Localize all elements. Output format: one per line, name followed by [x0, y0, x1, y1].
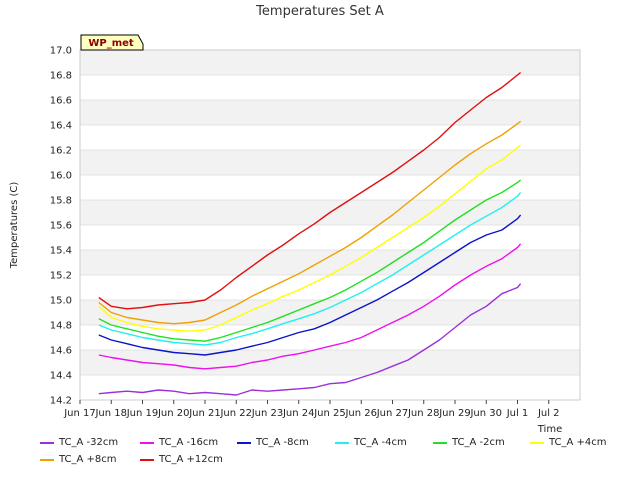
legend-item: TC_A -8cm	[237, 437, 309, 448]
chart-title: Temperatures Set A	[255, 4, 384, 19]
legend-item: TC_A -4cm	[335, 437, 407, 448]
legend-item: TC_A -2cm	[433, 437, 505, 448]
series-line	[98, 192, 522, 346]
plot-background-bands	[80, 50, 580, 400]
station-badge-label: WP_met	[88, 38, 134, 49]
y-tick-label: 16.2	[50, 146, 72, 157]
series-line	[98, 179, 522, 342]
y-tick-label: 16.0	[50, 171, 72, 182]
plot-band	[80, 225, 580, 250]
plot-band	[80, 125, 580, 150]
series-line	[98, 283, 522, 396]
legend-swatch	[140, 458, 154, 461]
series-line	[98, 214, 522, 356]
x-axis-label: Time	[537, 424, 562, 435]
x-tick-label: Jun 17	[63, 408, 96, 419]
legend-swatch	[530, 441, 544, 444]
legend-label: TC_A +4cm	[549, 437, 607, 448]
legend-swatch	[335, 441, 349, 444]
x-tick-label: Jun 20	[157, 408, 190, 419]
y-axis-ticks: 14.2 14.4 14.6 14.8 15.0 15.2 15.4 15.6 15.8 16.0…	[50, 46, 72, 407]
legend-item: TC_A -16cm	[140, 437, 218, 448]
legend-label: TC_A -4cm	[354, 437, 407, 448]
legend-label: TC_A +12cm	[159, 454, 223, 465]
series-line	[98, 120, 522, 325]
series-line	[98, 243, 522, 370]
legend-item: TC_A +8cm	[40, 454, 117, 465]
legend-item: TC_A -32cm	[40, 437, 118, 448]
y-tick-label: 15.2	[50, 271, 72, 282]
plot-band	[80, 100, 580, 125]
legend: TC_A -32cm TC_A -16cm TC_A -8cm TC_A -4cm TC…	[40, 437, 640, 477]
x-tick-label: Jun 24	[282, 408, 315, 419]
plot-band	[80, 150, 580, 175]
legend-label: TC_A -2cm	[452, 437, 505, 448]
legend-item: TC_A +12cm	[140, 454, 223, 465]
plot-band	[80, 300, 580, 325]
plot-band	[80, 250, 580, 275]
x-tick-label: Jun 25	[313, 408, 346, 419]
x-tick-label: Jun 19	[126, 408, 159, 419]
y-axis-label: Temperatures (C)	[9, 182, 20, 270]
station-badge: WP_met	[80, 34, 144, 51]
y-tick-label: 15.6	[50, 221, 72, 232]
legend-swatch	[140, 441, 154, 444]
y-tick-label: 16.4	[50, 121, 72, 132]
legend-label: TC_A -8cm	[256, 437, 309, 448]
x-tick-label: Jul 1	[506, 408, 529, 419]
x-tick-label: Jun 26	[344, 408, 377, 419]
y-tick-label: 16.8	[50, 71, 72, 82]
y-tick-label: 14.4	[50, 371, 72, 382]
legend-swatch	[40, 441, 54, 444]
plot-band	[80, 350, 580, 375]
y-tick-label: 17.0	[50, 46, 72, 57]
legend-item: TC_A +4cm	[530, 437, 607, 448]
y-tick-label: 15.0	[50, 296, 72, 307]
y-tick-label: 16.6	[50, 96, 72, 107]
plot-band	[80, 75, 580, 100]
legend-swatch	[433, 441, 447, 444]
plot-band	[80, 50, 580, 75]
legend-swatch	[40, 458, 54, 461]
plot-band	[80, 375, 580, 400]
x-tick-label: Jun 18	[94, 408, 127, 419]
legend-label: TC_A -32cm	[59, 437, 119, 448]
series-line	[98, 144, 522, 332]
x-tick-label: Jun 23	[251, 408, 284, 419]
plot-band	[80, 275, 580, 300]
y-tick-label: 14.2	[50, 396, 72, 407]
x-tick-label: Jun 28	[407, 408, 440, 419]
x-tick-label: Jun 21	[188, 408, 221, 419]
x-tick-label: Jul 2	[537, 408, 560, 419]
y-tick-label: 15.8	[50, 196, 72, 207]
x-tick-label: Jun 30	[469, 408, 502, 419]
series-lines	[98, 71, 522, 396]
x-tick-label: Jun 22	[219, 408, 252, 419]
x-tick-label: Jun 27	[376, 408, 409, 419]
y-tick-label: 14.6	[50, 346, 72, 357]
y-tick-label: 14.8	[50, 321, 72, 332]
x-axis-ticks: Jun 17 Jun 18 Jun 19 Jun 20 Jun 21 Jun 22 Jun …	[63, 400, 560, 419]
x-tick-label: Jun 29	[438, 408, 471, 419]
y-tick-label: 15.4	[50, 246, 72, 257]
legend-label: TC_A -16cm	[159, 437, 219, 448]
series-line	[98, 71, 522, 310]
plot-band	[80, 175, 580, 200]
legend-swatch	[237, 441, 251, 444]
legend-label: TC_A +8cm	[59, 454, 117, 465]
